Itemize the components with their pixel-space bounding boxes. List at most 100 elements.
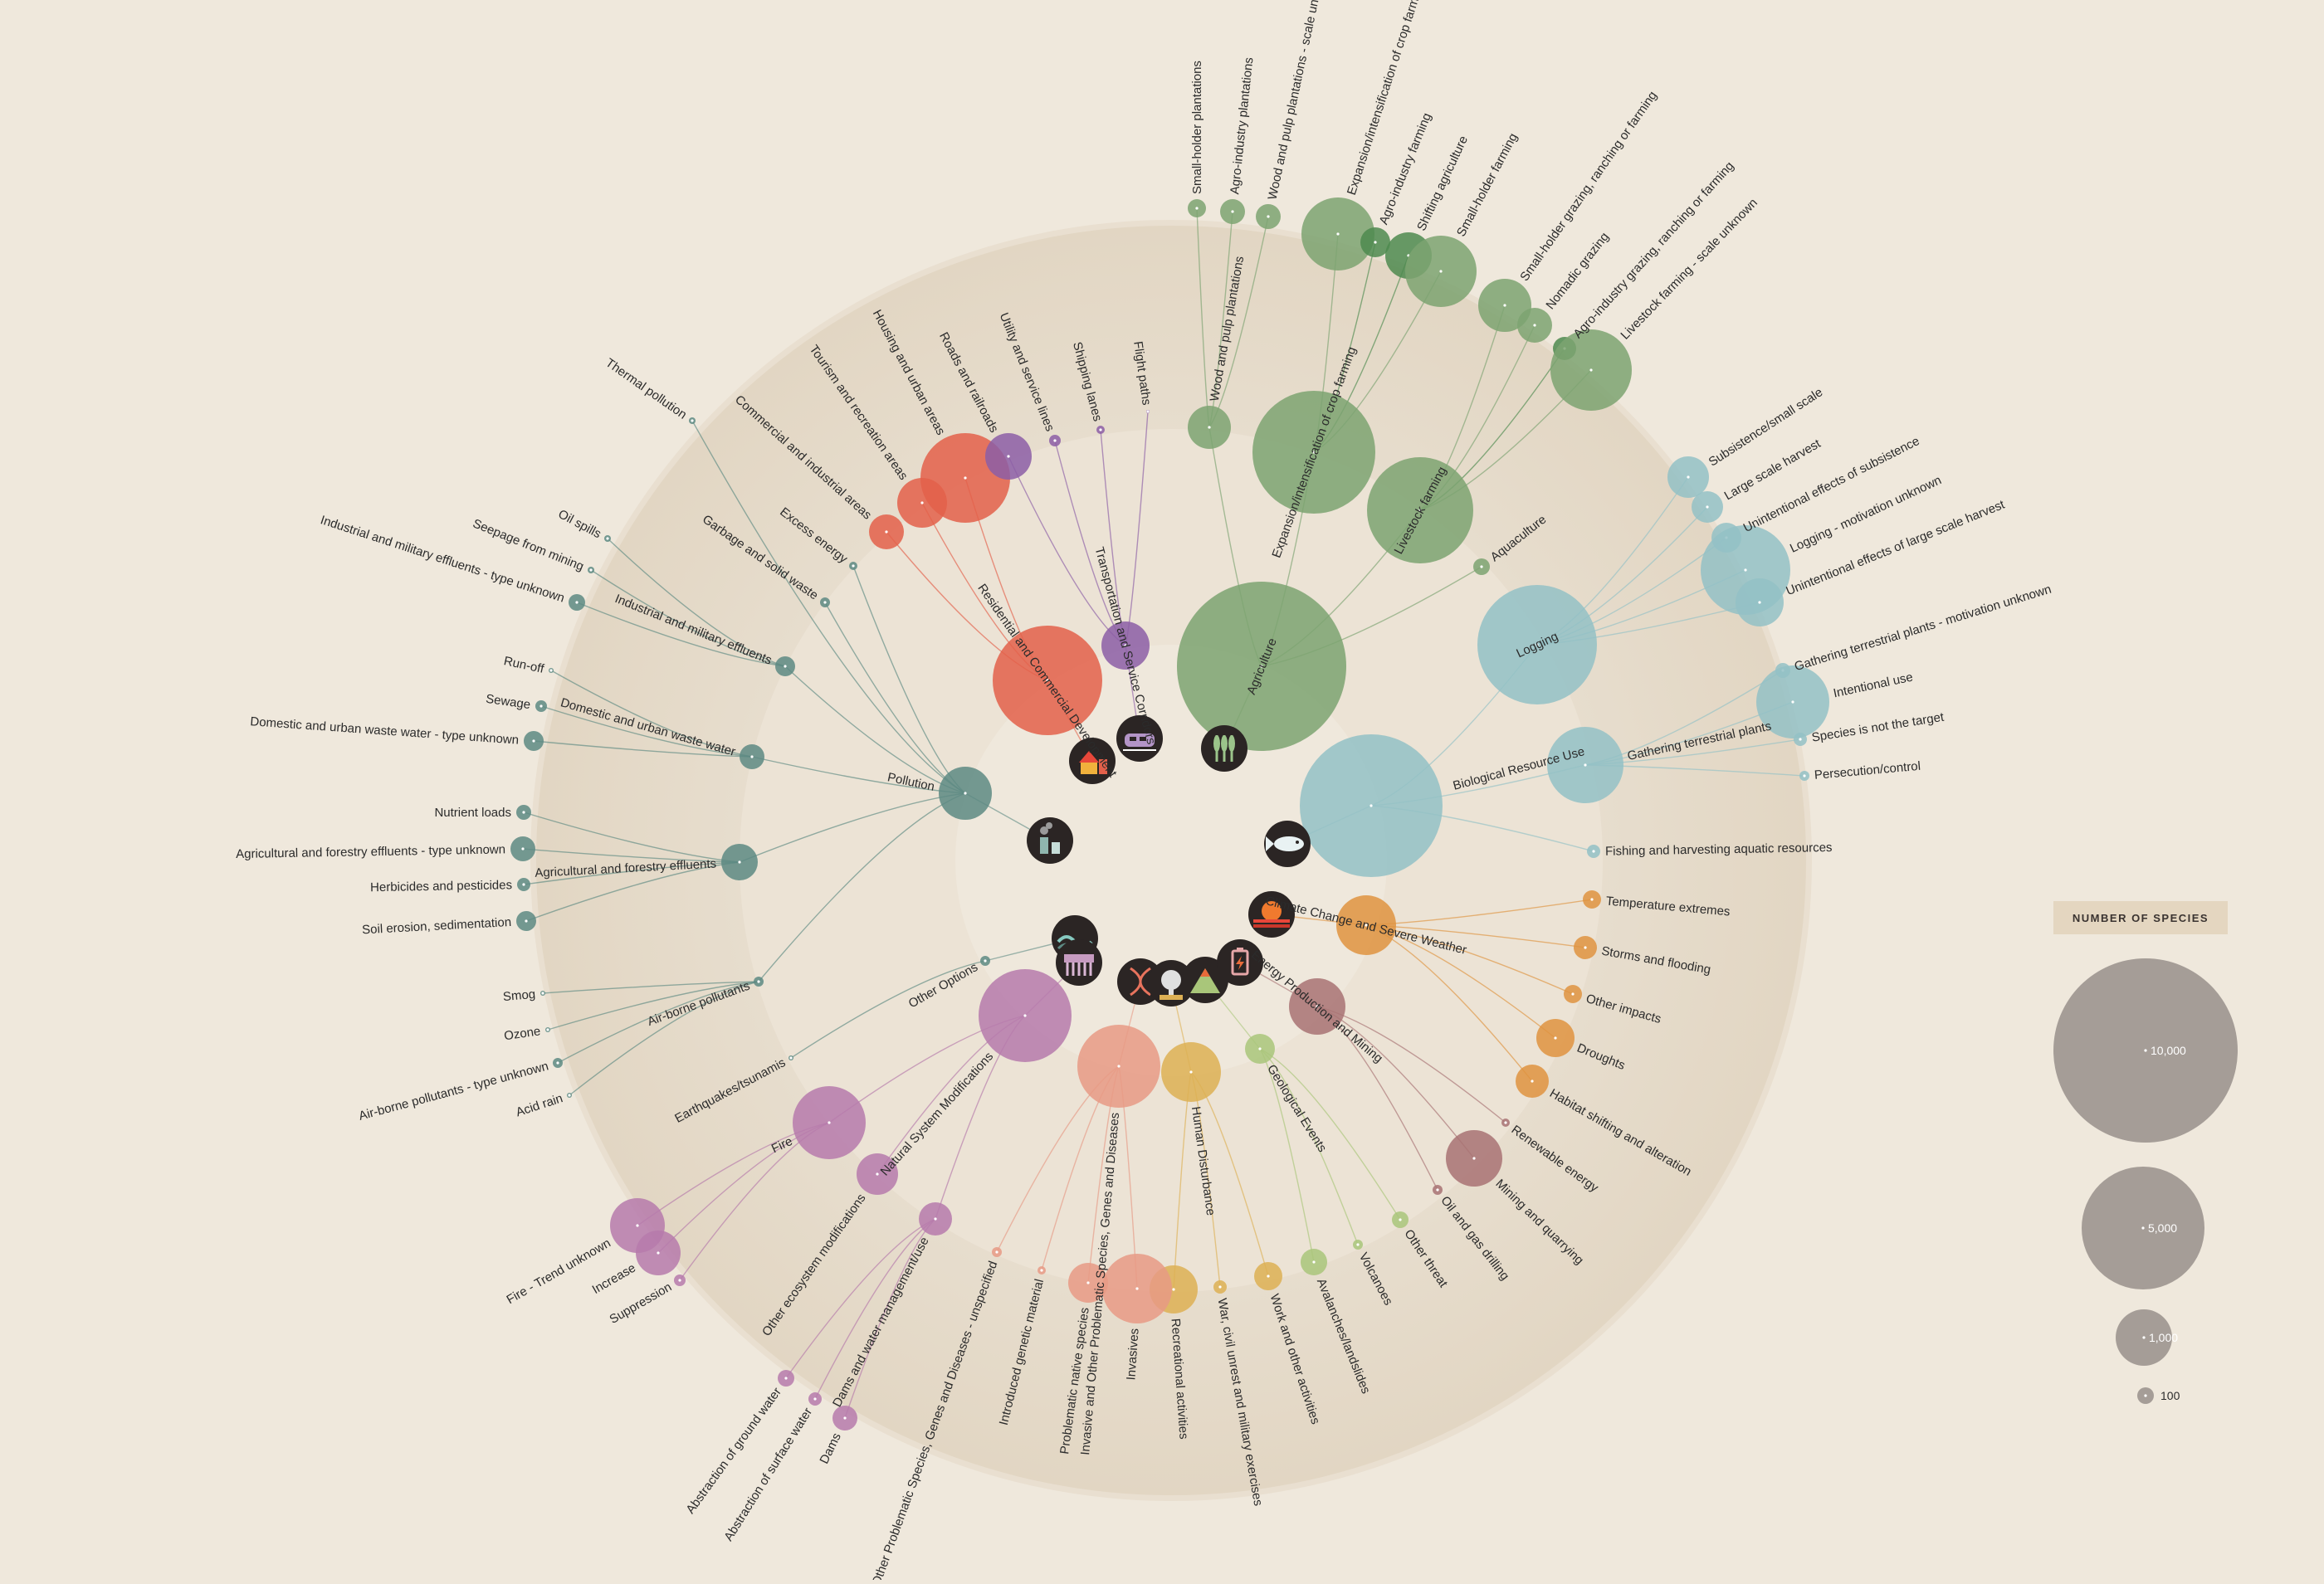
bubble-center-dot — [1503, 304, 1506, 307]
bubble-center-dot — [589, 568, 593, 572]
bubble-center-dot — [920, 501, 924, 504]
sun-icon[interactable] — [1248, 891, 1295, 938]
link-industrial-type-unknown — [576, 602, 786, 667]
label-domestic-type-unknown: Domestic and urban waste water - type un… — [250, 714, 520, 748]
label-herbicides: Herbicides and pesticides — [370, 878, 512, 894]
label-invasives: Invasives — [1124, 1328, 1141, 1381]
label-dams: Dams — [817, 1430, 843, 1466]
bubble-center-dot — [521, 847, 525, 850]
bubble-center-dot — [1336, 232, 1340, 236]
bubble-center-dot — [964, 792, 967, 795]
bubble-center-dot — [1117, 1065, 1120, 1068]
bubble-center-dot — [532, 739, 535, 743]
bubble-center-dot — [789, 1056, 793, 1060]
bubble-center-dot — [1023, 1014, 1027, 1017]
bubble-center-dot — [1189, 1070, 1193, 1074]
bubble-center-dot — [1124, 644, 1127, 647]
label-soil-erosion: Soil erosion, sedimentation — [362, 915, 512, 937]
bubble-center-dot — [1439, 270, 1443, 273]
bubble-center-dot — [1046, 679, 1049, 682]
species-legend: NUMBER OF SPECIES 10,000 5,000 1,000 100 — [2053, 901, 2238, 1404]
bubble-center-dot — [1172, 1288, 1175, 1291]
bubble-center-dot — [1399, 1218, 1402, 1221]
bubble-center-dot — [1053, 439, 1057, 442]
link-ozone — [547, 981, 759, 1031]
bubble-center-dot — [1480, 565, 1483, 568]
bubble-center-dot — [1706, 505, 1709, 509]
wheat-icon[interactable] — [1201, 725, 1247, 772]
waterfall-icon[interactable] — [1056, 939, 1102, 986]
bubble-center-dot — [1418, 509, 1422, 512]
legend-value: 1,000 — [2149, 1331, 2178, 1344]
legend-center-dot — [2142, 1336, 2146, 1339]
label-agro-industry-plantations: Agro-industry plantations — [1228, 56, 1256, 195]
link-soil-erosion — [525, 861, 740, 922]
bubble-center-dot — [1312, 1260, 1316, 1264]
label-thermal-pollution: Thermal pollution — [603, 356, 689, 422]
bubble-center-dot — [750, 755, 754, 758]
category-icons — [1027, 715, 1311, 1006]
legend-center-dot — [2144, 1394, 2147, 1397]
legend-title-box — [2053, 901, 2228, 934]
bubble-center-dot — [784, 1377, 788, 1380]
factory-icon[interactable] — [1027, 817, 1073, 864]
bubble-center-dot — [1370, 804, 1373, 807]
bubble-center-dot — [1533, 324, 1536, 327]
link-herbicides — [523, 861, 740, 885]
link-smog — [542, 981, 759, 994]
bubble-center-dot — [1312, 451, 1316, 454]
bubble-center-dot — [546, 1028, 549, 1031]
bubble-center-dot — [1744, 568, 1747, 572]
bubble-center-dot — [606, 537, 609, 540]
bubble-center-dot — [1231, 210, 1234, 213]
bubble-center-dot — [876, 1172, 879, 1176]
bubble-center-dot — [1260, 665, 1263, 668]
bubble-center-dot — [549, 669, 553, 672]
house-icon[interactable] — [1069, 738, 1116, 784]
bubble-center-dot — [657, 1251, 660, 1255]
bubble-center-dot — [1040, 1269, 1043, 1272]
label-fishing-aquatic: Fishing and harvesting aquatic resources — [1605, 841, 1833, 859]
bubble-center-dot — [843, 1416, 847, 1420]
label-persecution-control: Persecution/control — [1814, 759, 1921, 782]
label-increase: Increase — [590, 1261, 638, 1297]
legend-center-dot — [2141, 1226, 2145, 1230]
bubble-center-dot — [1504, 1121, 1507, 1124]
battery-icon[interactable] — [1217, 939, 1263, 986]
label-nutrient-loads: Nutrient loads — [434, 806, 511, 820]
label-small-holder-plantations: Small-holder plantations — [1190, 61, 1204, 194]
bubble-center-dot — [1791, 700, 1794, 704]
legend-center-dot — [2144, 1049, 2147, 1052]
explosion-icon[interactable] — [1148, 960, 1194, 1006]
bubble-center-dot — [784, 665, 787, 668]
threat-bubbles — [510, 197, 1829, 1430]
bubble-center-dot — [823, 601, 827, 604]
bubble-center-dot — [556, 1061, 559, 1065]
bubble-center-dot — [1316, 1005, 1319, 1008]
bubble-center-dot — [636, 1224, 639, 1227]
link-run-off — [550, 670, 753, 758]
bubble-center-dot — [1758, 601, 1761, 604]
label-gathering-plants-motivation: Gathering terrestrial plants - motivatio… — [1793, 582, 2053, 675]
legend-value: 10,000 — [2151, 1044, 2186, 1057]
link-oil-spills — [607, 538, 786, 667]
bubble-center-dot — [1208, 426, 1211, 429]
label-species-not-target: Species is not the target — [1811, 710, 1946, 745]
bubble-center-dot — [568, 1094, 571, 1097]
volcano-icon[interactable] — [1182, 957, 1228, 1003]
bubble-center-dot — [995, 1250, 998, 1254]
bubble-center-dot — [1436, 1188, 1439, 1192]
link-nutrient-loads — [523, 811, 740, 863]
bubble-center-dot — [1218, 1285, 1222, 1289]
bubble-center-dot — [1007, 455, 1010, 458]
label-ozone: Ozone — [503, 1024, 541, 1043]
bubble-center-dot — [1799, 738, 1802, 741]
bubble-center-dot — [525, 919, 528, 923]
label-unintentional-subsistence: Unintentional effects of subsistence — [1741, 434, 1922, 535]
label-sewage: Sewage — [485, 692, 531, 712]
bubble-center-dot — [575, 601, 579, 604]
train-icon[interactable] — [1116, 715, 1163, 762]
fish-icon[interactable] — [1264, 821, 1311, 867]
